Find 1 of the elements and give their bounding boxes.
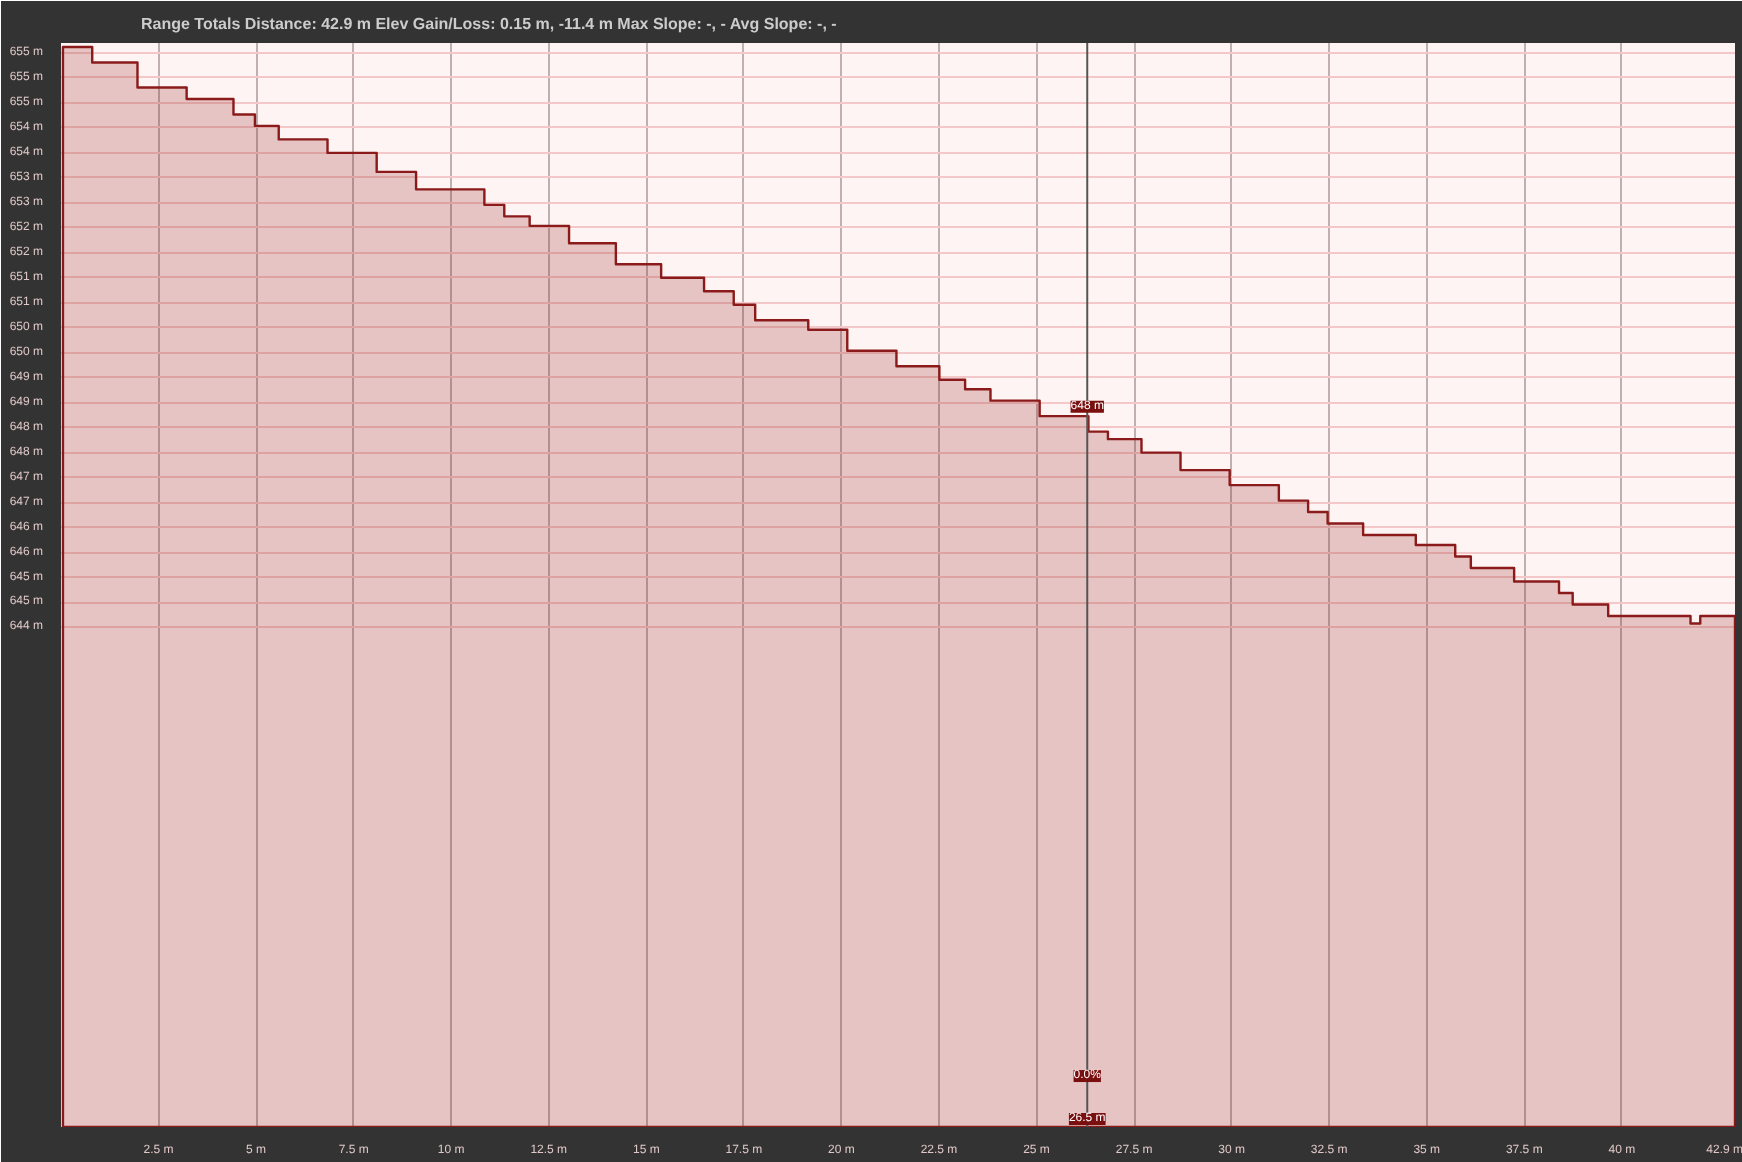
chart-title: Range Totals Distance: 42.9 m Elev Gain/Loss: 0.15 m, -11.4 m Max Slope: -, - Avg Slope: -, - bbox=[141, 15, 838, 33]
